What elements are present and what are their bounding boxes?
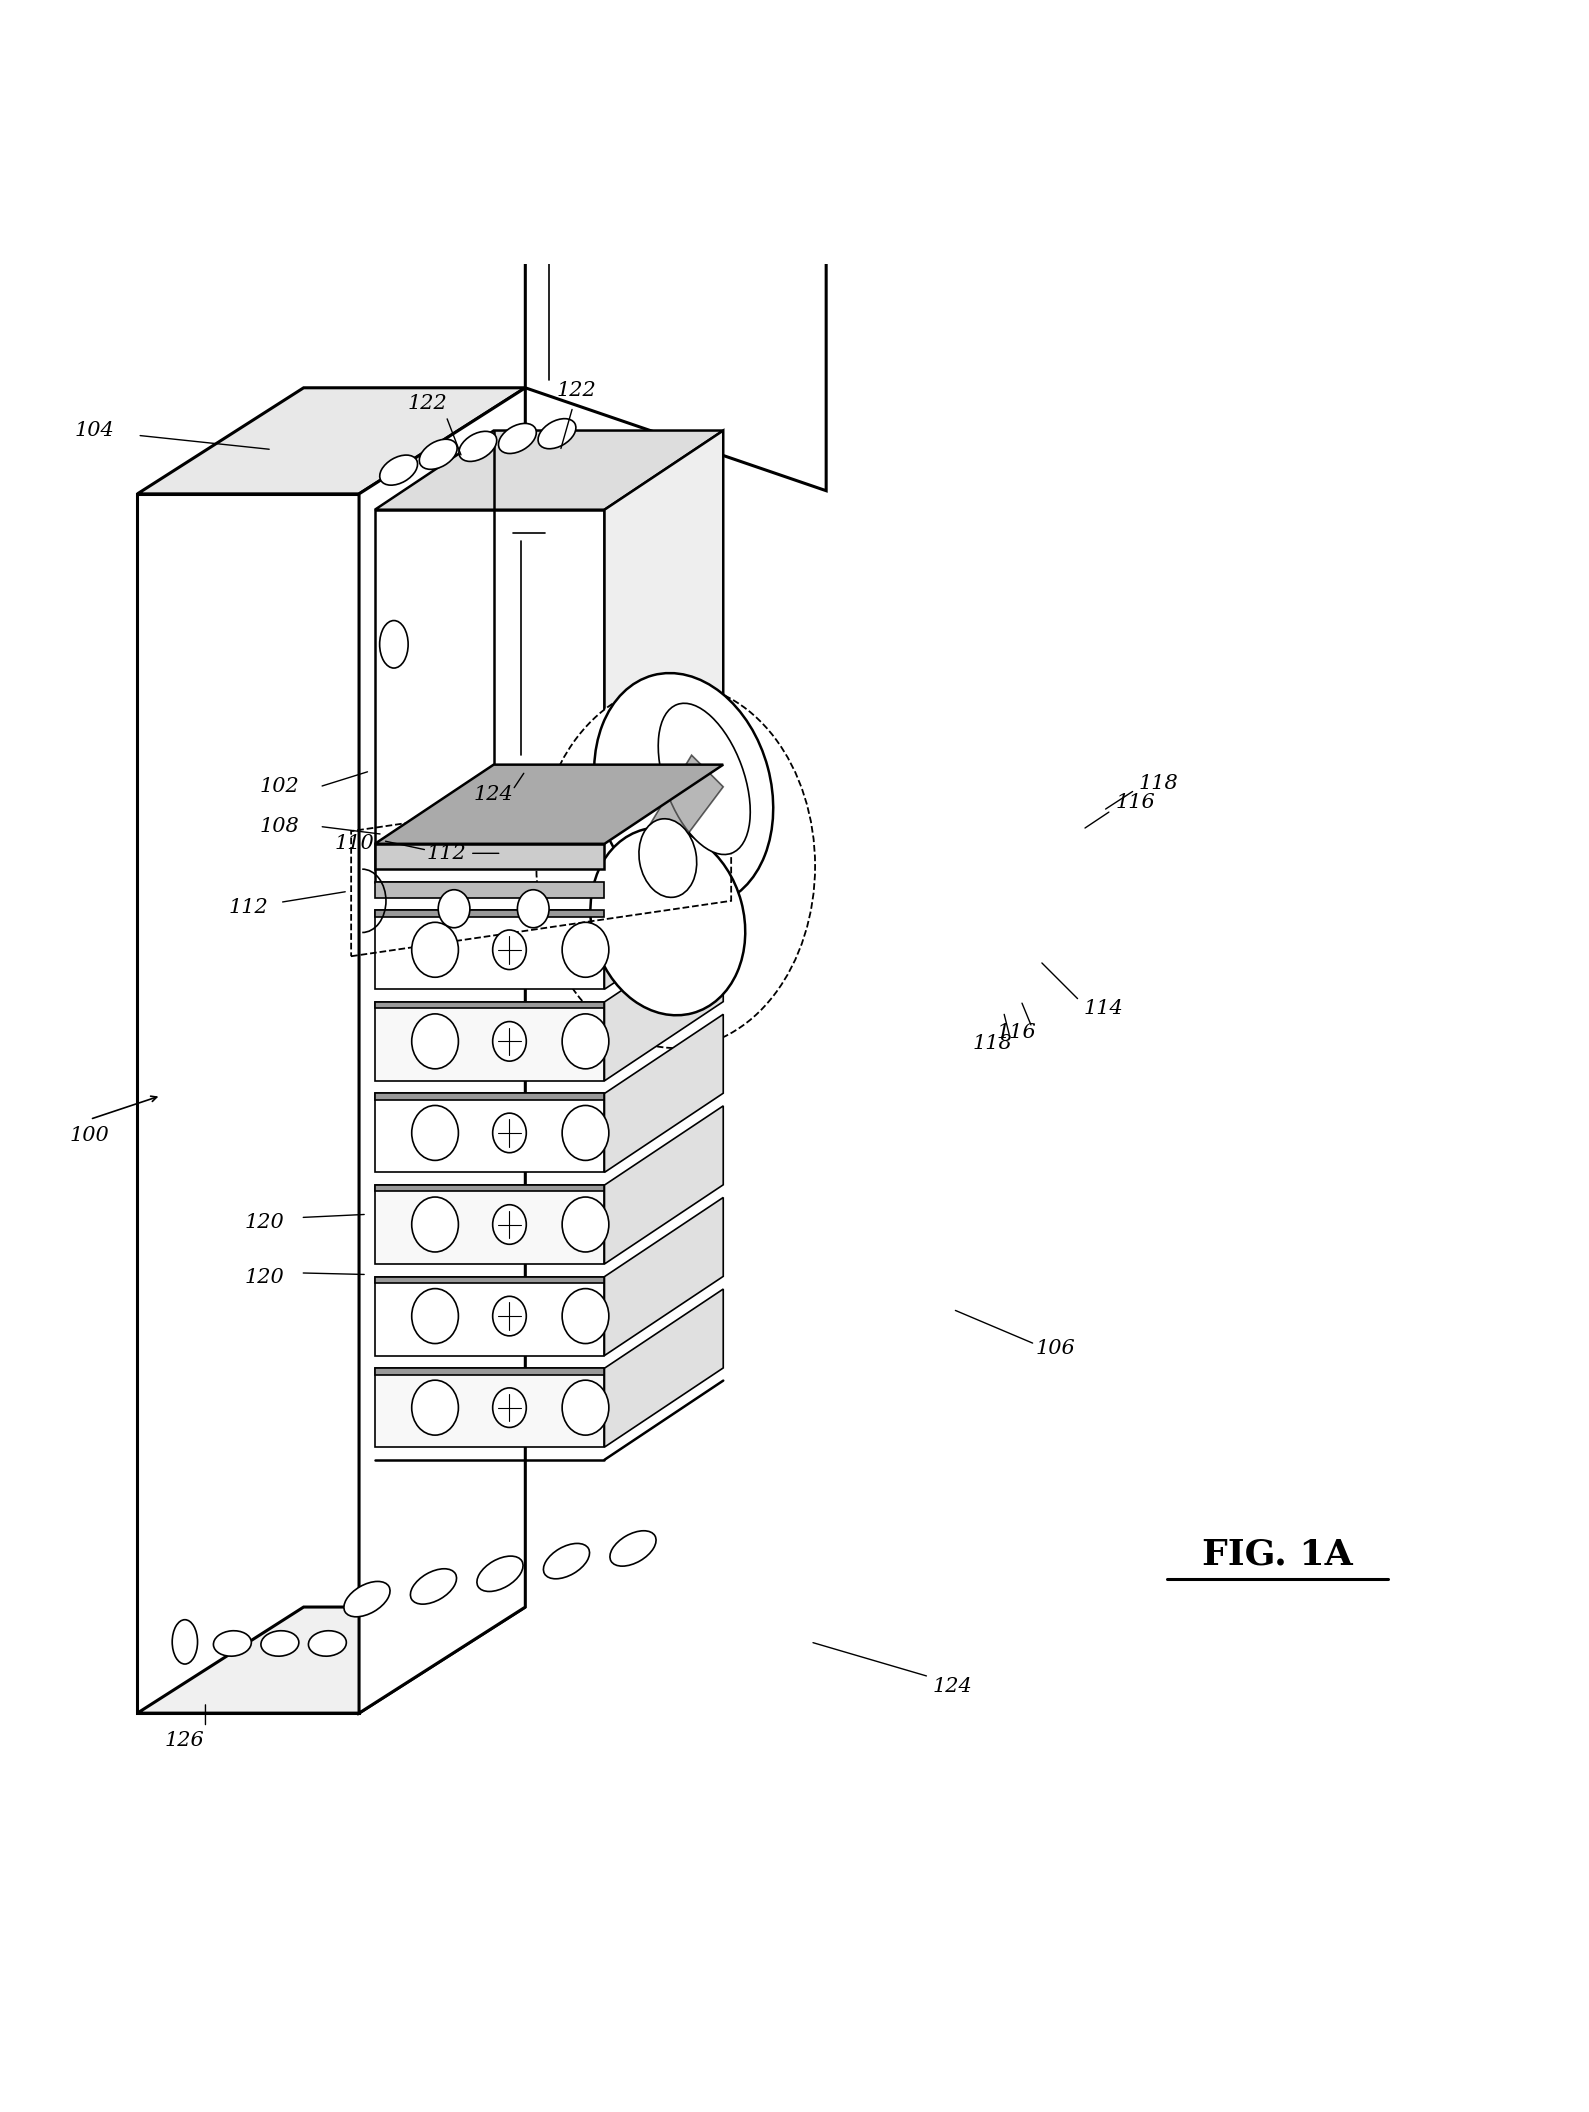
Ellipse shape	[343, 1582, 389, 1618]
Ellipse shape	[658, 703, 750, 855]
Polygon shape	[375, 1369, 604, 1375]
Polygon shape	[375, 1185, 604, 1191]
Text: 126: 126	[165, 1730, 205, 1749]
Polygon shape	[375, 1001, 604, 1081]
Ellipse shape	[412, 1288, 458, 1343]
Ellipse shape	[493, 1297, 526, 1337]
Ellipse shape	[563, 923, 609, 978]
Ellipse shape	[412, 1105, 458, 1159]
Polygon shape	[375, 1094, 604, 1100]
Polygon shape	[604, 1107, 723, 1263]
Text: 114: 114	[1084, 999, 1123, 1018]
Polygon shape	[604, 1198, 723, 1356]
Polygon shape	[359, 389, 526, 1713]
Text: 124: 124	[933, 1677, 972, 1696]
Text: 112: 112	[229, 898, 269, 917]
Ellipse shape	[493, 1022, 526, 1060]
Ellipse shape	[412, 1379, 458, 1436]
Text: 100: 100	[70, 1126, 110, 1145]
Text: 118: 118	[972, 1035, 1012, 1054]
Ellipse shape	[380, 454, 418, 486]
Ellipse shape	[639, 819, 696, 898]
Ellipse shape	[308, 1630, 346, 1656]
Polygon shape	[375, 910, 604, 988]
Ellipse shape	[493, 929, 526, 969]
Polygon shape	[604, 431, 723, 883]
Polygon shape	[375, 883, 604, 898]
Ellipse shape	[439, 889, 470, 927]
Polygon shape	[604, 1014, 723, 1172]
Text: 116: 116	[996, 1022, 1036, 1041]
Polygon shape	[604, 1288, 723, 1447]
Text: 118: 118	[1139, 775, 1179, 794]
Polygon shape	[375, 1369, 604, 1447]
Ellipse shape	[537, 684, 815, 1048]
Polygon shape	[604, 923, 723, 1081]
Ellipse shape	[380, 621, 408, 667]
Polygon shape	[375, 431, 723, 509]
Ellipse shape	[563, 1288, 609, 1343]
Text: 106: 106	[1036, 1339, 1076, 1358]
Ellipse shape	[493, 1388, 526, 1428]
Text: 122: 122	[556, 382, 596, 401]
Ellipse shape	[591, 828, 745, 1016]
Polygon shape	[375, 910, 604, 917]
Polygon shape	[375, 1276, 604, 1356]
Text: 116: 116	[1115, 794, 1155, 813]
Ellipse shape	[412, 923, 458, 978]
Ellipse shape	[493, 1204, 526, 1244]
Polygon shape	[526, 0, 826, 490]
Ellipse shape	[172, 1620, 197, 1664]
Polygon shape	[137, 494, 359, 1713]
Ellipse shape	[563, 1014, 609, 1069]
Polygon shape	[137, 389, 526, 494]
Polygon shape	[375, 1185, 604, 1263]
Text: 120: 120	[245, 1267, 284, 1286]
Ellipse shape	[412, 1198, 458, 1252]
Text: 102: 102	[261, 777, 300, 796]
Ellipse shape	[539, 418, 575, 448]
Polygon shape	[644, 756, 723, 851]
Ellipse shape	[459, 431, 497, 460]
Polygon shape	[375, 845, 604, 870]
Ellipse shape	[563, 1379, 609, 1436]
Text: 104: 104	[75, 420, 114, 439]
Polygon shape	[375, 765, 723, 845]
Ellipse shape	[493, 1113, 526, 1153]
Text: FIG. 1A: FIG. 1A	[1201, 1538, 1352, 1571]
Ellipse shape	[477, 1557, 523, 1592]
Ellipse shape	[213, 1630, 251, 1656]
Text: 120: 120	[245, 1212, 284, 1231]
Polygon shape	[375, 1094, 604, 1172]
Ellipse shape	[543, 1544, 590, 1580]
Text: 122: 122	[407, 395, 447, 414]
Ellipse shape	[410, 1569, 456, 1605]
Ellipse shape	[594, 674, 774, 906]
Polygon shape	[604, 832, 723, 988]
Ellipse shape	[261, 1630, 299, 1656]
Ellipse shape	[412, 1014, 458, 1069]
Ellipse shape	[563, 1198, 609, 1252]
Text: 108: 108	[261, 817, 300, 836]
Text: 110: 110	[334, 834, 373, 853]
Ellipse shape	[518, 889, 550, 927]
Ellipse shape	[419, 439, 458, 469]
Polygon shape	[137, 1607, 526, 1713]
Polygon shape	[375, 509, 604, 883]
Ellipse shape	[499, 422, 537, 454]
Ellipse shape	[610, 1531, 656, 1567]
Ellipse shape	[563, 1105, 609, 1159]
Polygon shape	[375, 1001, 604, 1007]
Text: 112: 112	[426, 845, 466, 864]
Polygon shape	[375, 1276, 604, 1282]
Text: 124: 124	[474, 786, 513, 805]
